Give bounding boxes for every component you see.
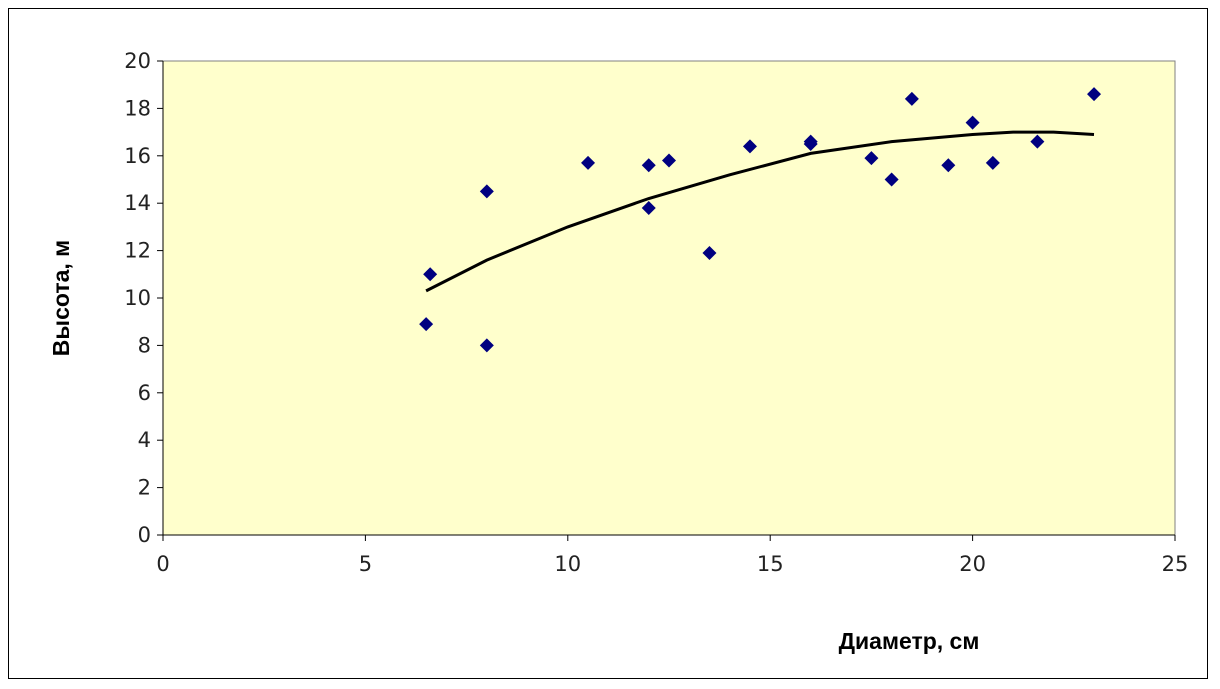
data-point	[904, 91, 919, 106]
data-point	[803, 136, 818, 151]
y-axis-title: Высота, м	[48, 240, 74, 356]
y-tick-label: 6	[138, 381, 151, 405]
scatter-chart: 0 2 4 6 8 10 12 14 16 18 20 0 5 10 15 20 25 Высота, м Д…	[48, 49, 1189, 654]
y-tick-label: 0	[138, 523, 151, 547]
x-tick-label: 0	[156, 552, 169, 576]
x-tick-label: 20	[959, 552, 986, 576]
y-tick-label: 2	[138, 476, 151, 500]
data-point	[641, 158, 656, 173]
data-point	[581, 155, 596, 170]
y-tick-label: 12	[124, 239, 151, 263]
y-tick-label: 18	[124, 96, 151, 120]
data-point	[985, 155, 1000, 170]
data-point	[479, 184, 494, 199]
x-tick-label: 5	[359, 552, 372, 576]
data-point	[423, 267, 438, 282]
data-point	[479, 338, 494, 353]
plot-area	[162, 60, 1176, 536]
y-tick-label: 14	[124, 191, 151, 215]
data-point	[1087, 87, 1102, 102]
trendline	[425, 130, 1095, 293]
x-tick-label: 25	[1162, 552, 1189, 576]
y-tick-label: 8	[138, 333, 151, 357]
data-point	[965, 115, 980, 130]
data-point	[884, 172, 899, 187]
data-point	[864, 151, 879, 166]
x-axis-title: Диаметр, см	[839, 628, 980, 654]
x-tick-label: 10	[554, 552, 581, 576]
data-point	[742, 139, 757, 154]
x-tick-label: 15	[757, 552, 784, 576]
y-tick-label: 16	[124, 144, 151, 168]
data-point	[702, 245, 717, 260]
y-tick-label: 10	[124, 286, 151, 310]
chart-frame: 0 2 4 6 8 10 12 14 16 18 20 0 5 10 15 20 25 Высота, м Д…	[8, 8, 1208, 679]
data-point	[662, 153, 676, 168]
data-point	[641, 200, 656, 215]
y-tick-label: 20	[124, 49, 151, 73]
data-point	[419, 317, 434, 332]
data-point	[941, 158, 956, 173]
y-tick-label: 4	[138, 428, 151, 452]
data-point	[1030, 134, 1045, 149]
